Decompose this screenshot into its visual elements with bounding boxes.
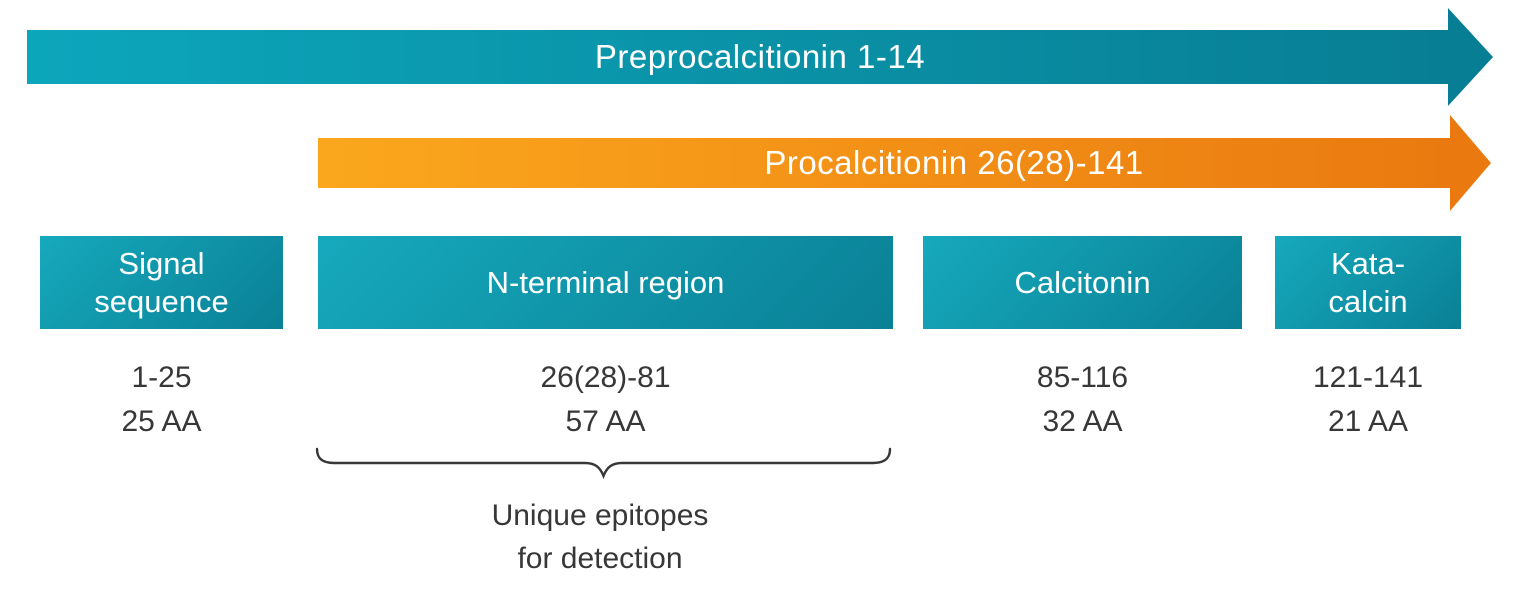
range-label-katacalcin: 121-141 21 AA <box>1275 356 1461 444</box>
length-value: 21 AA <box>1327 405 1409 438</box>
length-value: 25 AA <box>121 405 202 438</box>
region-label: Signal sequence <box>94 245 229 319</box>
region-box-katacalcin: Kata- calcin <box>1275 236 1461 329</box>
region-label: N-terminal region <box>486 264 725 300</box>
region-label: Calcitonin <box>1014 264 1151 300</box>
region-box-signal-sequence: Signal sequence <box>40 236 283 329</box>
range-value: 1-25 <box>131 361 192 394</box>
annotation-line1: Unique epitopes <box>491 499 709 532</box>
length-value: 32 AA <box>1042 405 1123 438</box>
preprocalcitonin-arrow: Preprocalcitionin 1-14 <box>27 8 1493 106</box>
preprocalcitonin-arrow-label: Preprocalcitionin 1-14 <box>594 38 926 75</box>
length-value: 57 AA <box>565 405 646 438</box>
range-value: 26(28)-81 <box>540 361 671 394</box>
annotation-line2: for detection <box>517 542 683 575</box>
range-value: 85-116 <box>1036 361 1129 394</box>
range-label-n-terminal: 26(28)-81 57 AA <box>318 356 893 444</box>
region-box-n-terminal: N-terminal region <box>318 236 893 329</box>
brace-icon <box>315 447 892 480</box>
range-value: 121-141 <box>1312 361 1424 394</box>
region-label: Kata- calcin <box>1328 245 1408 319</box>
procalcitonin-arrow-body: Procalcitionin 26(28)-141 <box>318 138 1450 188</box>
procalcitonin-arrow-label: Procalcitionin 26(28)-141 <box>764 144 1144 181</box>
preprocalcitonin-arrow-body: Preprocalcitionin 1-14 <box>27 30 1448 84</box>
region-box-calcitonin: Calcitonin <box>923 236 1242 329</box>
procalcitonin-arrow: Procalcitionin 26(28)-141 <box>318 115 1491 211</box>
procalcitonin-arrowhead-icon <box>1450 115 1491 211</box>
preprocalcitonin-arrowhead-icon <box>1448 8 1493 106</box>
range-label-calcitonin: 85-116 32 AA <box>923 356 1242 444</box>
range-label-signal-sequence: 1-25 25 AA <box>40 356 283 444</box>
unique-epitopes-annotation: Unique epitopes for detection <box>345 494 855 580</box>
